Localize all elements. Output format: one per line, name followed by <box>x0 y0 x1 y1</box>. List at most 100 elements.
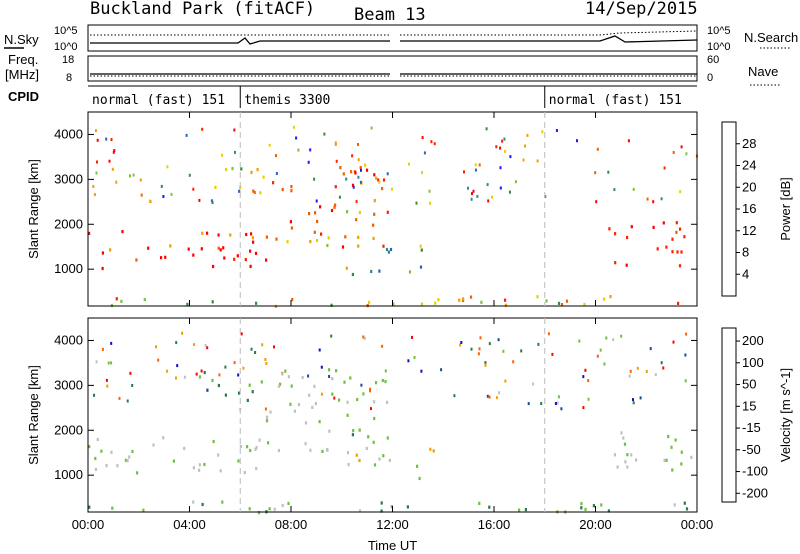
y-tick-label: 1000 <box>54 261 83 276</box>
scatter-cell <box>292 125 295 129</box>
echo-cell <box>236 254 239 258</box>
scatter-cell <box>407 359 410 363</box>
colorbar-tick-label: 15 <box>742 398 756 413</box>
echo-cell <box>290 226 293 230</box>
echo-cell <box>382 244 385 248</box>
scatter-cell <box>555 129 558 132</box>
echo-cell <box>192 500 195 504</box>
scatter-cell <box>254 351 257 354</box>
echo-cell <box>275 237 278 241</box>
scatter-cell <box>110 138 113 141</box>
noise-panel <box>87 24 698 52</box>
scatter-cell <box>313 177 316 181</box>
echo-cell <box>429 447 432 451</box>
echo-cell <box>536 295 539 299</box>
echo-cell <box>160 256 163 260</box>
scatter-cell <box>488 395 491 399</box>
scatter-cell <box>662 366 665 370</box>
echo-cell <box>304 421 308 425</box>
scatter-cell <box>175 376 177 380</box>
scatter-cell <box>370 407 372 411</box>
scatter-cell <box>594 171 597 175</box>
scatter-cell <box>96 138 99 142</box>
nsky-trace <box>90 35 698 45</box>
scatter-cell <box>112 150 115 154</box>
echo-cell <box>313 230 316 234</box>
scatter-cell <box>110 361 113 365</box>
echo-cell <box>94 456 97 461</box>
scatter-cell <box>355 200 358 204</box>
echo-cell <box>382 454 385 458</box>
echo-cell <box>249 448 252 453</box>
echo-cell <box>518 508 521 512</box>
echo-cell <box>289 402 292 406</box>
echo-cell <box>680 450 683 454</box>
echo-cell <box>244 258 247 262</box>
x-tick-label: 00:00 <box>681 517 714 532</box>
echo-cell <box>462 297 465 301</box>
scatter-cell <box>499 186 502 190</box>
echo-cell <box>377 178 380 182</box>
echo-cell <box>488 505 491 509</box>
echo-cell <box>671 250 674 254</box>
scatter-cell <box>474 163 477 167</box>
echo-cell <box>304 442 307 446</box>
echo-cell <box>265 419 269 423</box>
mode-label: themis 3300 <box>244 93 330 108</box>
echo-cell <box>126 459 129 463</box>
scatter-cell <box>472 189 475 193</box>
mode-strip: normal (fast) 151 themis 3300 normal (fast… <box>92 86 682 108</box>
y-axis-label: Slant Range [km] <box>26 159 41 259</box>
scatter-cell <box>126 399 129 403</box>
echo-cell <box>685 507 689 511</box>
echo-cell <box>592 504 595 508</box>
echo-cell <box>262 175 265 179</box>
mhz-label: [MHz] <box>5 67 39 82</box>
echo-cell <box>88 445 91 449</box>
echo-cell <box>250 170 253 174</box>
echo-cell <box>238 189 241 193</box>
echo-cell <box>339 166 342 170</box>
scatter-cell <box>551 352 554 356</box>
echo-cell <box>248 383 251 387</box>
echo-cell <box>434 301 437 305</box>
echo-cell <box>250 232 253 236</box>
echo-cell <box>237 459 240 463</box>
echo-cell <box>663 458 666 462</box>
x-tick-label: 08:00 <box>275 517 308 532</box>
scatter-cell <box>627 139 630 143</box>
echo-cell <box>143 298 146 302</box>
echo-cell <box>254 447 257 451</box>
echo-cell <box>326 243 329 248</box>
scatter-cell <box>537 342 540 346</box>
echo-cell <box>359 166 362 170</box>
echo-cell <box>328 429 331 433</box>
scatter-cell <box>185 133 188 137</box>
scatter-cell <box>233 128 236 132</box>
echo-cell <box>372 440 375 444</box>
scatter-cell <box>474 168 477 172</box>
echo-cell <box>269 410 272 414</box>
scatter-cell <box>509 155 512 159</box>
scatter-cell <box>408 162 410 166</box>
scatter-cell <box>360 168 362 172</box>
echo-cell <box>206 388 209 392</box>
echo-cell <box>375 176 378 180</box>
echo-cell <box>217 246 220 250</box>
scatter-cell <box>110 341 113 345</box>
scatter-cell <box>605 336 608 340</box>
echo-cell <box>620 431 623 435</box>
echo-cell <box>432 449 435 453</box>
echo-cell <box>420 302 424 306</box>
scatter-cell <box>498 391 501 395</box>
echo-cell <box>252 189 255 193</box>
echo-cell <box>674 438 677 442</box>
noise-right-tick-hi: 10^5 <box>707 25 731 37</box>
scatter-cell <box>105 378 108 382</box>
echo-cell <box>255 445 258 450</box>
echo-cell <box>346 451 350 455</box>
echo-cell <box>256 168 259 172</box>
colorbar-frame <box>721 121 737 297</box>
scatter-cell <box>459 343 462 347</box>
scatter-cell <box>106 384 109 388</box>
